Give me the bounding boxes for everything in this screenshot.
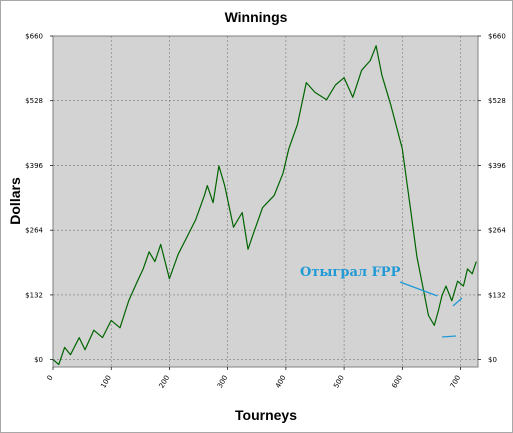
chart-title: Winnings bbox=[225, 9, 288, 25]
y-tick-label-left: $264 bbox=[25, 227, 43, 235]
annotations-group: Отыграл FPP bbox=[300, 265, 463, 338]
y-tick-label-left: $0 bbox=[34, 356, 43, 364]
x-tick-label: 0 bbox=[46, 374, 55, 382]
x-axis-title: Tourneys bbox=[235, 407, 297, 423]
y-tick-label-right: $0 bbox=[488, 356, 497, 364]
annotation-tick bbox=[452, 297, 463, 307]
gridlines bbox=[52, 35, 478, 367]
y-tick-label-right: $528 bbox=[488, 97, 506, 105]
annotation-label: Отыграл FPP bbox=[300, 265, 401, 280]
x-tick-label: 100 bbox=[99, 374, 113, 390]
x-tick-label: 700 bbox=[449, 374, 463, 390]
y-axis-title: Dollars bbox=[7, 177, 23, 225]
x-tick-label: 500 bbox=[332, 374, 346, 390]
series-line bbox=[52, 45, 477, 366]
y-tick-label-left: $660 bbox=[25, 33, 43, 41]
y-tick-label-right: $264 bbox=[488, 227, 506, 235]
x-tick-label: 600 bbox=[390, 374, 404, 390]
x-tick-label: 200 bbox=[158, 374, 172, 390]
series-group bbox=[52, 45, 477, 366]
annotation-pointer bbox=[399, 281, 438, 297]
plot-area bbox=[52, 35, 479, 368]
x-tick-label: 300 bbox=[216, 374, 230, 390]
y-tick-label-left: $132 bbox=[25, 291, 43, 299]
annotation-bracket bbox=[441, 335, 457, 338]
x-tick-label: 400 bbox=[274, 374, 288, 390]
y-tick-label-right: $660 bbox=[488, 33, 506, 41]
y-tick-label-left: $528 bbox=[25, 97, 43, 105]
y-tick-label-right: $396 bbox=[488, 162, 506, 170]
y-tick-label-left: $396 bbox=[25, 162, 43, 170]
y-tick-label-right: $132 bbox=[488, 291, 506, 299]
